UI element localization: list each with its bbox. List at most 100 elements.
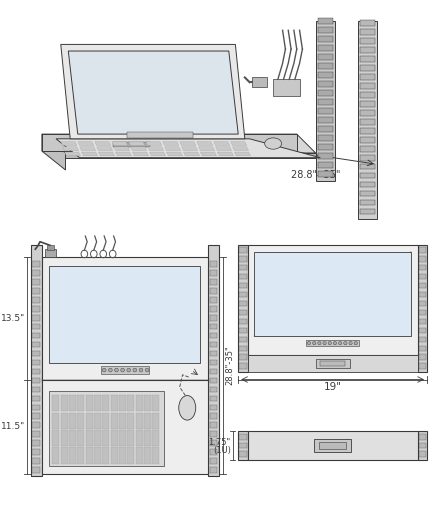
Bar [239,434,246,440]
Bar [33,449,40,455]
Polygon shape [62,147,79,151]
Bar [111,430,117,446]
Polygon shape [64,152,80,156]
Bar [33,306,40,311]
Bar [359,191,374,196]
Ellipse shape [127,368,130,372]
Bar [111,448,117,463]
Bar [135,395,142,411]
Polygon shape [179,141,195,146]
Bar [359,20,374,26]
Bar [359,74,374,80]
Bar [33,458,40,464]
Ellipse shape [307,342,310,345]
Bar [94,448,101,463]
Polygon shape [215,147,231,151]
Bar [60,448,67,463]
Bar [101,366,148,374]
Bar [247,431,417,460]
Bar [418,337,425,342]
Polygon shape [196,141,212,146]
Polygon shape [128,141,145,146]
Bar [94,395,101,411]
Bar [210,342,217,347]
Bar [210,270,217,276]
Polygon shape [198,147,214,151]
Bar [210,414,217,419]
Ellipse shape [338,342,341,345]
Bar [418,443,425,448]
Bar [239,283,246,288]
Bar [33,467,40,473]
Bar [317,162,332,168]
Bar [418,354,425,360]
Bar [33,441,40,446]
Bar [319,360,344,366]
Bar [317,37,332,42]
Bar [119,413,126,428]
Bar [152,430,159,446]
Bar [33,351,40,356]
Bar [33,369,40,374]
Bar [359,128,374,134]
Polygon shape [78,141,94,146]
Ellipse shape [102,368,106,372]
Bar [42,380,207,474]
Bar [135,448,142,463]
Polygon shape [232,147,248,151]
Polygon shape [96,147,112,151]
Bar [52,430,59,446]
Bar [33,422,40,428]
Text: 28.8"-35": 28.8"-35" [224,345,233,385]
Bar [317,18,332,24]
Polygon shape [357,21,376,219]
Bar [52,413,59,428]
Ellipse shape [133,368,136,372]
Bar [210,395,217,401]
Ellipse shape [322,342,326,345]
Polygon shape [164,147,180,151]
Bar [210,288,217,294]
Bar [418,283,425,288]
Bar [317,144,332,150]
Polygon shape [81,152,97,156]
Bar [317,73,332,78]
Bar [317,54,332,60]
Bar [210,431,217,437]
Bar [317,153,332,159]
Polygon shape [113,147,129,151]
Bar [94,413,101,428]
Bar [417,431,426,460]
Bar [85,448,92,463]
Text: 19": 19" [323,382,341,392]
Bar [102,430,109,446]
Bar [94,430,101,446]
Bar [306,340,358,346]
Bar [239,292,246,298]
Ellipse shape [108,368,112,372]
Bar [152,413,159,428]
Ellipse shape [145,368,149,372]
Bar [33,315,40,320]
Bar [359,83,374,89]
Bar [317,126,332,132]
Bar [359,29,374,35]
Bar [239,346,246,351]
Bar [359,119,374,125]
Bar [210,279,217,284]
Bar [152,395,159,411]
Bar [210,333,217,339]
Polygon shape [115,152,131,156]
Bar [210,261,217,267]
Bar [119,395,126,411]
Polygon shape [68,51,238,134]
Polygon shape [66,153,315,158]
Bar [317,135,332,141]
Bar [33,333,40,339]
Polygon shape [42,134,315,153]
Bar [127,448,134,463]
Bar [127,395,134,411]
Bar [102,413,109,428]
Bar [239,364,246,369]
Bar [418,346,425,351]
